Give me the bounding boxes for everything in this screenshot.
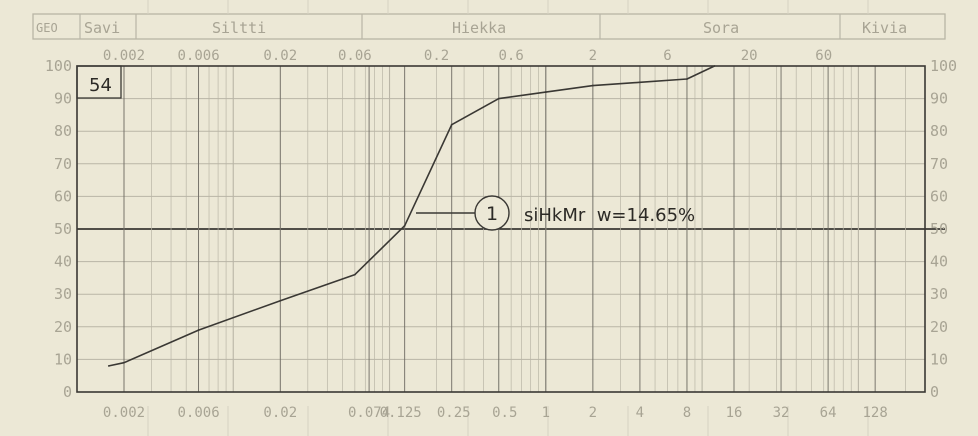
y-tick-label-left: 30 bbox=[54, 285, 72, 303]
geo-label: GEO bbox=[36, 21, 58, 35]
x-tick-label: 0.002 bbox=[103, 405, 145, 421]
data-point bbox=[123, 361, 125, 364]
x-tick-label: 2 bbox=[589, 405, 597, 421]
header-frame bbox=[32, 13, 946, 40]
y-tick-label-right: 60 bbox=[930, 187, 948, 205]
y-tick-label-left: 90 bbox=[54, 90, 72, 108]
series-layer bbox=[107, 65, 716, 367]
data-point bbox=[686, 78, 688, 80]
annotation-text: siHkMr w=14.65% bbox=[524, 205, 695, 226]
y-tick-label-right: 40 bbox=[930, 253, 948, 271]
class-label-sora: Sora bbox=[703, 19, 739, 37]
top-tick-labels: 0.002 0.006 0.02 0.06 0.2 0.6 2 6 20 60 bbox=[103, 48, 832, 64]
data-point bbox=[279, 299, 282, 302]
x-tick-label: 1 bbox=[542, 405, 550, 421]
x-tick-label: 0.25 bbox=[437, 405, 471, 421]
top-tick-label: 0.002 bbox=[103, 48, 145, 64]
x-tick-label: 0.074 bbox=[348, 405, 390, 421]
top-tick-label: 2 bbox=[589, 48, 597, 64]
data-point bbox=[353, 273, 356, 276]
top-tick-label: 0.006 bbox=[177, 48, 219, 64]
y-tick-label-right: 20 bbox=[930, 318, 948, 336]
y-tick-label-right: 100 bbox=[930, 57, 957, 75]
y-tick-label-left: 20 bbox=[54, 318, 72, 336]
x-tick-label: 8 bbox=[683, 405, 691, 421]
data-point bbox=[197, 329, 200, 331]
data-point bbox=[591, 84, 594, 87]
annotation-number: 1 bbox=[486, 203, 498, 225]
top-tick-label: 0.02 bbox=[263, 48, 297, 64]
class-label-hiekka: Hiekka bbox=[452, 19, 506, 37]
x-tick-label: 16 bbox=[726, 405, 743, 421]
soil-class-header: GEO Savi Siltti Hiekka Sora Kivia bbox=[32, 13, 946, 40]
y-tick-label-right: 80 bbox=[930, 122, 948, 140]
sample-number-box bbox=[76, 65, 122, 99]
y-tick-label-right: 30 bbox=[930, 285, 948, 303]
x-tick-label: 32 bbox=[773, 405, 790, 421]
data-point bbox=[544, 91, 547, 93]
series-annotation: 1 siHkMr w=14.65% bbox=[416, 195, 695, 231]
annotation-circle bbox=[474, 195, 510, 231]
y-tick-label-left: 50 bbox=[54, 220, 72, 238]
y-tick-label-left: 60 bbox=[54, 187, 72, 205]
data-point bbox=[713, 65, 716, 67]
x-tick-label: 4 bbox=[636, 405, 644, 421]
x-tick-label: 0.006 bbox=[177, 405, 219, 421]
top-tick-label: 0.6 bbox=[498, 48, 523, 64]
top-tick-label: 6 bbox=[663, 48, 671, 64]
x-tick-label: 0.02 bbox=[263, 405, 297, 421]
data-point bbox=[639, 81, 641, 84]
y-tick-label-right: 50 bbox=[930, 220, 948, 238]
class-label-kivia: Kivia bbox=[862, 19, 907, 37]
top-tick-label: 60 bbox=[815, 48, 832, 64]
y-tick-label-right: 0 bbox=[930, 383, 939, 401]
y-tick-label-left: 40 bbox=[54, 253, 72, 271]
y-tick-label-left: 10 bbox=[54, 350, 72, 368]
top-tick-label: 0.06 bbox=[338, 48, 372, 64]
y-tick-label-left: 100 bbox=[45, 57, 72, 75]
plot-frame bbox=[76, 65, 926, 393]
class-label-savi: Savi bbox=[84, 19, 120, 37]
data-point bbox=[450, 123, 453, 126]
top-tick-label: 0.2 bbox=[424, 48, 449, 64]
x-tick-label: 0.125 bbox=[380, 405, 422, 421]
y-tick-label-left: 0 bbox=[63, 383, 72, 401]
y-tick-label-right: 90 bbox=[930, 90, 948, 108]
y-tick-label-right: 10 bbox=[930, 350, 948, 368]
sample-number: 54 bbox=[89, 75, 112, 96]
y-tick-label-left: 70 bbox=[54, 155, 72, 173]
x-tick-label: 64 bbox=[820, 405, 837, 421]
class-label-siltti: Siltti bbox=[212, 19, 266, 37]
data-point bbox=[107, 365, 110, 367]
y-tick-label-left: 80 bbox=[54, 122, 72, 140]
x-tick-label: 0.5 bbox=[492, 405, 517, 421]
data-point bbox=[403, 224, 406, 227]
top-tick-label: 20 bbox=[741, 48, 758, 64]
data-point bbox=[497, 97, 500, 100]
y-tick-label-right: 70 bbox=[930, 155, 948, 173]
grid-layer bbox=[77, 0, 945, 436]
x-tick-label: 128 bbox=[862, 405, 887, 421]
